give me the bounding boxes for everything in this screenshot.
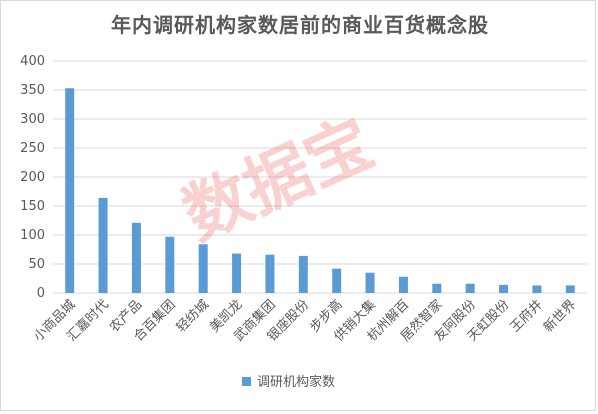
y-tick-label: 0 (37, 286, 45, 301)
bar (398, 276, 408, 293)
x-tick-label: 新世界 (540, 297, 579, 336)
y-tick-label: 300 (20, 112, 45, 127)
chart-title: 年内调研机构家数居前的商业百货概念股 (111, 13, 489, 37)
bar (332, 268, 342, 293)
y-tick-label: 150 (20, 199, 45, 214)
bar (131, 222, 141, 293)
legend-swatch (242, 377, 251, 386)
bar (465, 283, 475, 293)
y-tick-label: 350 (20, 83, 45, 98)
x-tick-label: 王府井 (508, 297, 546, 335)
bar (532, 285, 542, 293)
bar (98, 197, 108, 293)
bar (265, 254, 275, 293)
bar (165, 236, 175, 293)
bar (232, 253, 242, 293)
bar (432, 283, 442, 293)
y-tick-label: 200 (20, 170, 45, 185)
y-tick-label: 50 (28, 257, 45, 272)
bar (298, 255, 308, 293)
y-tick-label: 100 (20, 228, 45, 243)
y-tick-label: 250 (20, 141, 45, 156)
bar (365, 272, 375, 293)
bar (65, 88, 75, 293)
legend-label: 调研机构家数 (257, 374, 335, 390)
x-tick-label: 轻纺城 (174, 297, 212, 335)
bar (198, 244, 208, 293)
y-tick-label: 400 (20, 54, 45, 69)
bar (565, 285, 575, 293)
bar (499, 284, 509, 293)
